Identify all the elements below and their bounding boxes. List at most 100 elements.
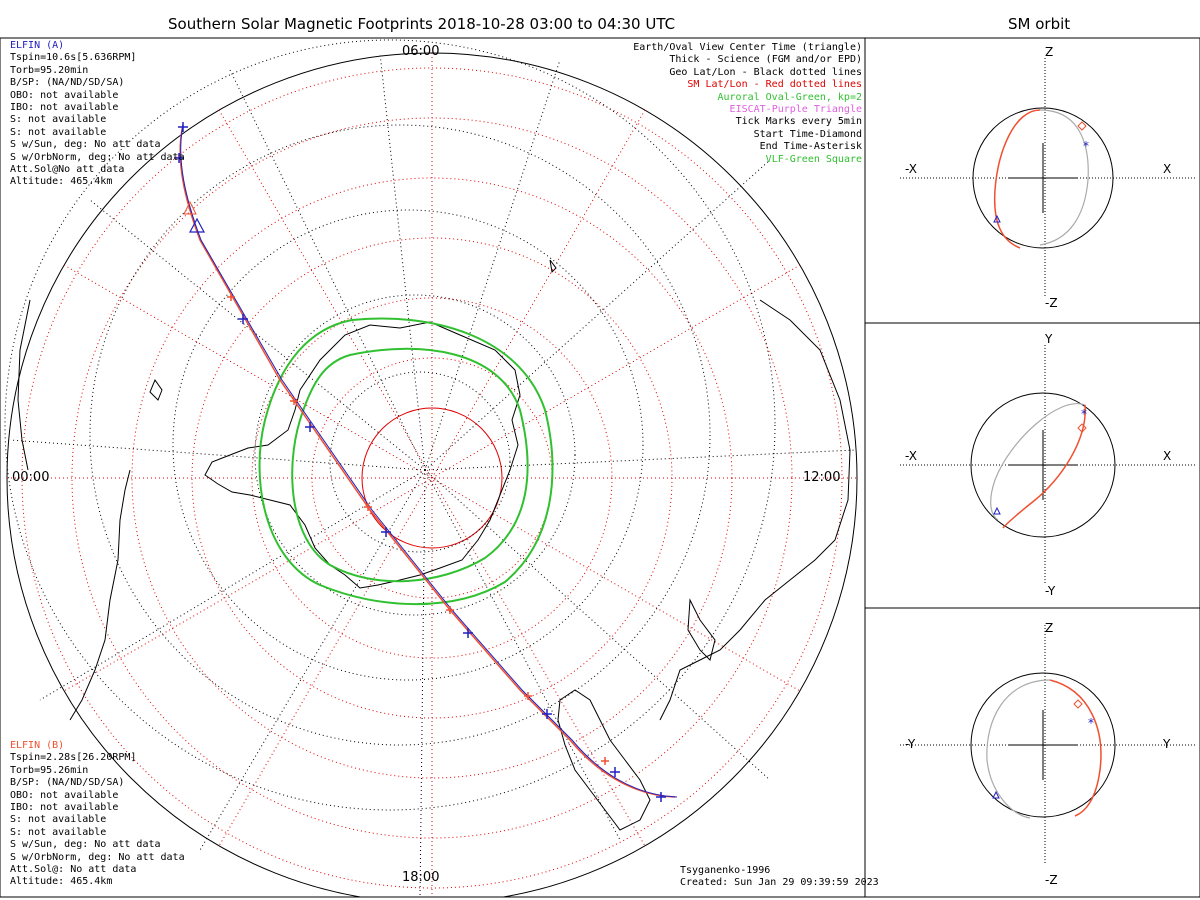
sm-meridian [218, 109, 646, 847]
elfin-a-tick [305, 422, 315, 432]
elfin-b-line: Att.Sol@: No att data [10, 863, 137, 875]
start-diamond [1077, 423, 1087, 433]
mlt-label-top: 06:00 [402, 44, 440, 59]
auroral-ovals [258, 317, 554, 606]
orbit2-label-right: X [1163, 449, 1172, 463]
elfin-a-line: Att.Sol@No att data [10, 163, 125, 175]
elfin-a-header: ELFIN (A) [10, 40, 65, 51]
elfin-a-line: Torb=95.20min [10, 64, 89, 76]
geo-meridian [419, 469, 426, 897]
plot-title: Southern Solar Magnetic Footprints 2018-… [168, 15, 676, 33]
geo-lat-circle [4, 39, 776, 811]
view-triangle [993, 214, 1001, 223]
orbit-frame [864, 37, 1200, 898]
mlt-label-bottom: 18:00 [402, 870, 440, 885]
orbit-red-arc [1049, 679, 1102, 817]
orbit-gray-arc [990, 403, 1086, 521]
elfin-b-line: Tspin=2.28s[26.20RPM] [10, 752, 137, 764]
orbit1-label-top: Z [1045, 45, 1054, 59]
orbit-panel-xy: * [900, 345, 1195, 585]
elfin-b-info: ELFIN (B) Tspin=2.28s[26.20RPM] Torb=95.… [10, 740, 185, 889]
elfin-b-line: IBO: not available [10, 801, 119, 813]
auroral-oval-outer [258, 317, 554, 606]
end-asterisk: * [1083, 139, 1089, 153]
geo-meridian [424, 469, 621, 841]
orbit-red-arc [993, 109, 1041, 249]
elfin-a-line: B/SP: (NA/ND/SD/SA) [10, 77, 125, 89]
elfin-b-header: ELFIN (B) [10, 740, 65, 751]
legend-entry: Tick Marks every 5min [735, 116, 862, 128]
sm-meridian [63, 264, 801, 692]
orbit-red-arc [1002, 404, 1086, 529]
elfin-b-line: Altitude: 465.4km [10, 876, 113, 888]
new-zealand-coast [687, 598, 716, 661]
geo-meridian [39, 469, 426, 701]
geo-meridian [424, 159, 771, 471]
orbit3-label-bottom: -Z [1045, 873, 1058, 887]
start-diamond [1077, 121, 1087, 131]
orbit-panel-title: SM orbit [1008, 15, 1071, 33]
elfin-a-line: S: not available [10, 114, 107, 126]
geo-meridian [229, 69, 426, 471]
geo-lat-circle [172, 209, 644, 681]
elfin-a-tick [381, 527, 391, 537]
orbit-gray-arc [986, 679, 1051, 819]
elfin-a-line: S w/Sun, deg: No att data [10, 139, 161, 151]
elfin-a-tick [656, 792, 666, 802]
elfin-b-tick [601, 757, 609, 765]
orbit-gray-arc [1039, 109, 1089, 246]
mlt-label-left: 00:00 [12, 470, 50, 485]
legend-entry: Start Time-Diamond [753, 128, 862, 140]
orbit-panel-xz: * [900, 58, 1195, 298]
geo-meridian [424, 449, 856, 471]
elfin-a-line: Tspin=10.6s[5.636RPM] [10, 52, 137, 64]
legend-entry: End Time-Asterisk [759, 141, 862, 153]
elfin-b-track [179, 124, 676, 798]
elfin-b-line: OBO: not available [10, 789, 119, 801]
orbit1-label-right: X [1163, 162, 1172, 176]
elfin-b-line: S w/Sun, deg: No att data [10, 839, 161, 851]
africa-coast [557, 689, 651, 831]
end-asterisk: * [1081, 407, 1087, 421]
legend-entry: Thick - Science (FGM and/or EPD) [669, 54, 862, 66]
elfin-b-tick [364, 503, 372, 511]
orbit3-label-top: Z [1045, 621, 1054, 635]
mlt-label-right: 12:00 [803, 470, 841, 485]
elfin-b-line: S: not available [10, 826, 107, 838]
elfin-a-line: OBO: not available [10, 89, 119, 101]
elfin-a-tick [542, 709, 552, 719]
elfin-b-tick [290, 397, 298, 405]
elfin-b-line: S: not available [10, 814, 107, 826]
sm-lat-circle [191, 237, 673, 719]
view-triangle [992, 790, 1000, 799]
view-triangle [993, 506, 1001, 515]
legend-entry: EISCAT-Purple Triangle [729, 103, 862, 115]
polar-map [4, 39, 858, 897]
elfin-a-info: ELFIN (A) Tspin=10.6s[5.636RPM] Torb=95.… [10, 40, 185, 189]
sm-meridian [63, 264, 801, 692]
sm-lat-circle [251, 297, 613, 659]
model-name: Tsyganenko-1996 [680, 865, 771, 876]
sm-lat-circle [131, 177, 733, 779]
geo-lat-circle [254, 294, 576, 616]
earth-circle [970, 392, 1116, 538]
elfin-a-line: S w/OrbNorm, deg: No att data [10, 151, 185, 163]
elfin-a-tick [610, 767, 620, 777]
elfin-a-line: Altitude: 465.4km [10, 176, 113, 188]
south-america-coast [17, 299, 31, 471]
elfin-b-view-center-triangle [183, 200, 197, 215]
sm-lat-circle [21, 67, 843, 889]
elfin-a-line: S: not available [10, 126, 107, 138]
legend-entry: Earth/Oval View Center Time (triangle) [633, 42, 862, 53]
geo-meridian [199, 469, 426, 851]
sm-lat-circle [71, 117, 793, 839]
earth-circle [972, 107, 1114, 249]
orbit-panel-yz: * [900, 625, 1195, 865]
orbit2-label-bottom: -Y [1045, 584, 1056, 598]
start-diamond [1073, 699, 1083, 709]
australia-coast [659, 299, 851, 721]
geo-meridian [9, 439, 426, 471]
legend-entry: VLF-Green Square [765, 153, 862, 165]
geo-lat-circle [329, 371, 511, 553]
south-america-coast [69, 469, 131, 721]
